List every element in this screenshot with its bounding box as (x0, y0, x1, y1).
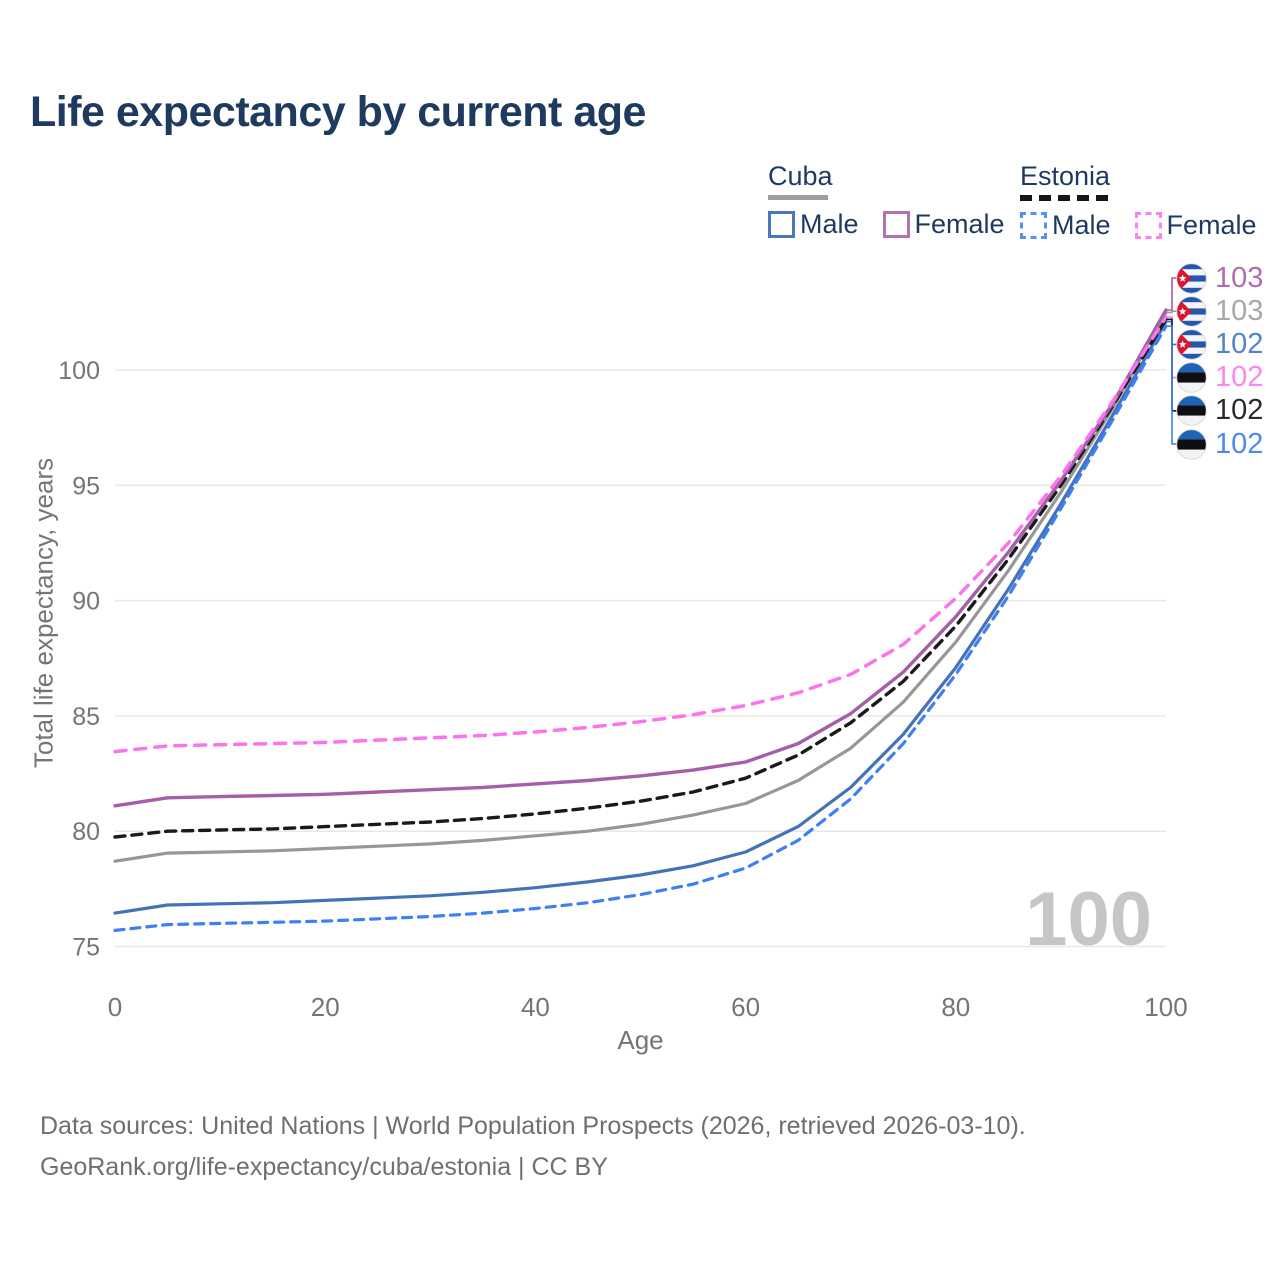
legend-item-cuba-male[interactable]: Male (768, 209, 859, 240)
endpoint-value: 103 (1215, 261, 1264, 294)
x-tick-label: 80 (941, 992, 970, 1022)
cuba-flag-icon (1176, 262, 1207, 294)
leader-line-cuba-all (1166, 310, 1177, 314)
x-tick-label: 40 (521, 992, 550, 1022)
endpoint-value: 102 (1215, 427, 1264, 460)
endpoint-row-cuba-female: 103 (1176, 262, 1263, 294)
y-tick-label: 90 (72, 588, 100, 616)
endpoint-row-estonia-all: 102 (1176, 394, 1264, 427)
endpoint-value: 102 (1215, 394, 1264, 427)
series-line-cuba-female[interactable] (113, 308, 1168, 808)
series-line-cuba-male[interactable] (113, 320, 1168, 915)
legend-label-cuba-male: Male (800, 209, 859, 239)
cuba-flag-icon (1176, 329, 1207, 360)
footer: Data sources: United Nations | World Pop… (40, 1106, 1026, 1188)
legend-label-cuba-female: Female (914, 209, 1005, 239)
chart-title: Life expectancy by current age (30, 88, 646, 136)
endpoint-row-cuba-all: 103 (1176, 295, 1263, 327)
series-line-estonia-male[interactable] (113, 324, 1168, 933)
estonia-flag-icon (1176, 395, 1207, 427)
y-axis-title: Total life expectancy, years (28, 457, 59, 769)
estonia-flag-icon (1176, 362, 1207, 393)
series-line-estonia-female[interactable] (113, 315, 1168, 754)
y-tick-label: 85 (72, 703, 100, 731)
y-tick-label: 100 (58, 357, 100, 385)
x-tick-label: 0 (108, 992, 122, 1022)
legend-row-estonia: Male Female (1020, 210, 1257, 241)
legend-title-estonia[interactable]: Estonia (1020, 161, 1111, 191)
y-tick-label: 95 (72, 472, 100, 500)
legend-label-estonia-male: Male (1052, 210, 1111, 240)
cuba-female-swatch-icon (882, 211, 910, 238)
legend-item-cuba-female[interactable]: Female (882, 209, 1005, 240)
legend-group-estonia: Estonia Male Female (1020, 161, 1257, 241)
x-tick-label: 60 (731, 992, 760, 1022)
x-axis-title: Age (617, 1025, 663, 1055)
endpoint-row-estonia-male: 102 (1176, 428, 1263, 460)
age-watermark: 100 (1025, 877, 1152, 962)
leader-line-estonia-male (1166, 325, 1177, 445)
cuba-male-swatch-icon (768, 211, 795, 238)
leader-line-cuba-female (1166, 277, 1177, 311)
x-tick-label: 100 (1144, 992, 1187, 1022)
footer-sources: Data sources: United Nations | World Pop… (40, 1112, 1026, 1140)
legend-group-cuba: Cuba Male Female (768, 161, 1005, 240)
legend-title-cuba[interactable]: Cuba (768, 161, 833, 191)
estonia-flag-icon (1176, 428, 1207, 460)
estonia-dashed-line-sample (1020, 195, 1108, 201)
endpoint-value: 102 (1215, 327, 1264, 360)
series-line-cuba-all[interactable] (113, 310, 1168, 863)
endpoint-value: 103 (1215, 294, 1264, 327)
cuba-flag-icon (1176, 295, 1207, 327)
y-tick-label: 75 (72, 934, 100, 962)
legend-item-estonia-male[interactable]: Male (1020, 210, 1111, 241)
legend-row-cuba: Male Female (768, 209, 1005, 240)
cuba-solid-line-sample (768, 195, 828, 200)
x-tick-label: 20 (311, 992, 340, 1022)
series-line-estonia-all[interactable] (113, 317, 1168, 839)
endpoint-row-estonia-female: 102 (1176, 361, 1264, 394)
estonia-female-swatch-icon (1134, 212, 1162, 239)
y-tick-label: 80 (72, 818, 100, 846)
footer-attribution-link: GeoRank.org/life-expectancy/cuba/estonia… (40, 1153, 608, 1181)
endpoint-row-cuba-male: 102 (1176, 328, 1263, 360)
estonia-male-swatch-icon (1020, 212, 1047, 239)
legend-label-estonia-female: Female (1166, 210, 1257, 240)
endpoint-value: 102 (1215, 361, 1264, 394)
legend-item-estonia-female[interactable]: Female (1134, 210, 1257, 241)
